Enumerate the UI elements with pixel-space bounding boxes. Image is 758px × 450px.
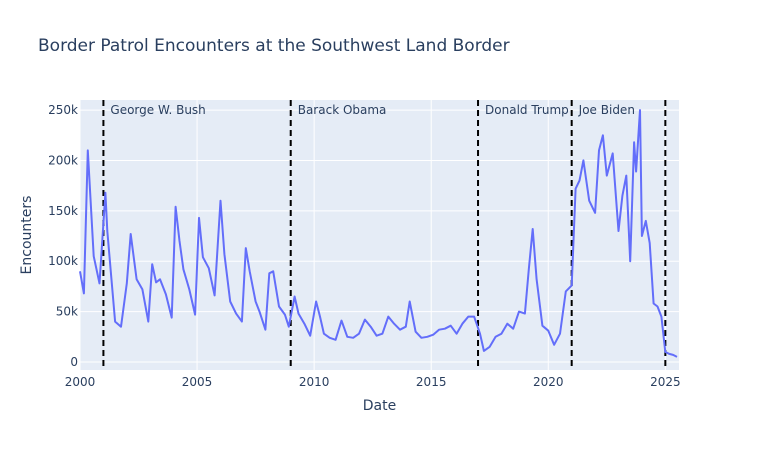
series-line xyxy=(79,109,678,358)
x-tick-label: 2015 xyxy=(416,375,447,389)
x-tick-label: 2000 xyxy=(65,375,96,389)
x-tick-label: 2010 xyxy=(299,375,330,389)
annotation-label: George W. Bush xyxy=(110,103,205,117)
x-axis-title: Date xyxy=(363,398,396,414)
y-tick-label: 250k xyxy=(48,103,78,117)
y-tick-label: 0 xyxy=(70,355,78,369)
y-tick-label: 50k xyxy=(56,305,78,319)
chart-title: Border Patrol Encounters at the Southwes… xyxy=(38,36,510,56)
plot-background xyxy=(80,100,679,370)
x-axis-ticks: 2000 2005 2010 2015 2020 2025 xyxy=(65,375,681,389)
annotation-label: Joe Biden xyxy=(578,103,635,117)
y-axis-title: Encounters xyxy=(19,196,35,275)
annotation-label: Barack Obama xyxy=(298,103,387,117)
y-tick-label: 100k xyxy=(48,254,78,268)
x-tick-label: 2025 xyxy=(650,375,681,389)
y-tick-label: 150k xyxy=(48,204,78,218)
annotation-label: Donald Trump xyxy=(485,103,569,117)
x-tick-label: 2020 xyxy=(533,375,564,389)
y-tick-label: 200k xyxy=(48,153,78,167)
annotation-labels: George W. Bush Barack Obama Donald Trump Jo… xyxy=(110,103,635,117)
series-group xyxy=(79,109,678,358)
x-tick-label: 2005 xyxy=(182,375,213,389)
y-axis-ticks: 0 50k 100k 150k 200k 250k xyxy=(48,103,78,369)
